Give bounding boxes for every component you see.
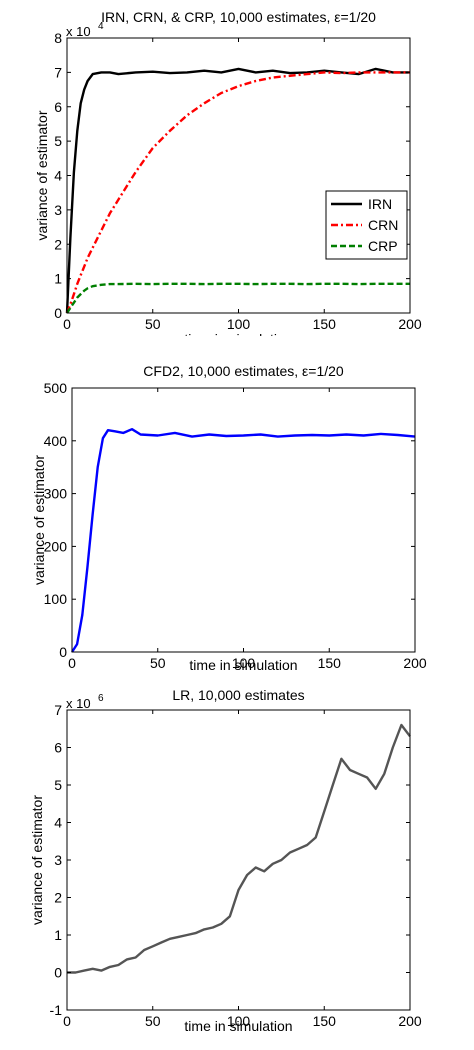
y-tick-label: 5	[54, 133, 62, 149]
x-tick-label: 200	[403, 655, 427, 671]
y-tick-label: 0	[54, 965, 62, 981]
series-line-crp	[65, 282, 410, 314]
legend-box	[325, 190, 408, 260]
y-tick-label: 500	[44, 380, 68, 396]
x-tick-label: 50	[145, 1013, 161, 1029]
chart-irn-crn-crp: IRN, CRN, & CRP, 10,000 estimates, ε=1/2…	[34, 9, 422, 336]
y-tick-label: 4	[54, 168, 62, 184]
legend-label-crn: CRN	[368, 217, 398, 233]
x-tick-label: 150	[313, 1013, 337, 1029]
series-line-0	[70, 427, 416, 653]
axis-multiplier: x 10	[66, 696, 91, 711]
x-tick-label: 0	[63, 1013, 71, 1029]
plot-frame	[71, 387, 416, 653]
chart-title: IRN, CRN, & CRP, 10,000 estimates, ε=1/2…	[101, 9, 376, 25]
y-axis-label: variance of estimator	[31, 455, 47, 585]
y-tick-label: 2	[54, 890, 62, 906]
x-tick-label: 150	[318, 655, 342, 671]
y-tick-label: 6	[54, 99, 62, 115]
x-tick-label: 0	[68, 655, 76, 671]
y-tick-label: 8	[54, 30, 62, 46]
y-tick-label: 5	[54, 777, 62, 793]
axis-multiplier-exponent: 6	[98, 693, 104, 704]
x-tick-label: 200	[398, 316, 422, 332]
x-axis-label: time in simulation	[184, 331, 292, 336]
x-tick-label: 50	[145, 316, 161, 332]
x-tick-label: 200	[398, 1013, 422, 1029]
y-tick-label: 100	[44, 591, 68, 607]
chart-panel-2: CFD2, 10,000 estimates, ε=1/20 0 50 100 150 2…	[0, 336, 474, 676]
y-axis-label: variance of estimator	[34, 110, 50, 240]
y-tick-label: 400	[44, 433, 68, 449]
x-tick-label: 0	[63, 316, 71, 332]
plot-frame	[66, 37, 411, 314]
chart-panel-1: IRN, CRN, & CRP, 10,000 estimates, ε=1/2…	[0, 0, 474, 336]
legend-label-irn: IRN	[368, 196, 392, 212]
y-tick-label: 300	[44, 486, 68, 502]
y-tick-label: 1	[54, 927, 62, 943]
y-tick-label: 200	[44, 538, 68, 554]
y-tick-label: 7	[54, 64, 62, 80]
series-line-irn	[65, 67, 410, 314]
chart-panel-3: LR, 10,000 estimates 0 50 100 150 200 -1 0 1 2 3 4 5…	[0, 676, 474, 1050]
y-tick-label: -1	[50, 1002, 63, 1018]
axis-multiplier-exponent: 4	[98, 21, 104, 32]
x-axis-label: time in simulation	[184, 1018, 292, 1034]
y-axis-label: variance of estimator	[29, 795, 45, 925]
x-axis-label: time in simulation	[189, 657, 297, 673]
x-tick-label: 100	[227, 1013, 251, 1029]
y-tick-label: 7	[54, 702, 62, 718]
chart-title: CFD2, 10,000 estimates, ε=1/20	[143, 363, 344, 379]
y-tick-label: 0	[59, 644, 67, 660]
y-tick-label: 4	[54, 815, 62, 831]
axis-multiplier: x 10	[66, 24, 91, 39]
y-tick-label: 3	[54, 852, 62, 868]
chart-title: LR, 10,000 estimates	[172, 687, 304, 703]
x-tick-label: 150	[313, 316, 337, 332]
x-tick-label: 100	[232, 655, 256, 671]
y-tick-label: 0	[54, 305, 62, 321]
series-line-0	[67, 723, 411, 974]
legend-label-crp: CRP	[368, 238, 398, 254]
x-tick-label: 50	[150, 655, 166, 671]
y-tick-label: 2	[54, 236, 62, 252]
y-tick-label: 1	[54, 271, 62, 287]
y-tick-label: 3	[54, 202, 62, 218]
y-tick-label: 6	[54, 740, 62, 756]
chart-cfd2: CFD2, 10,000 estimates, ε=1/20 0 50 100 150 2…	[31, 363, 427, 673]
x-tick-label: 100	[227, 316, 251, 332]
